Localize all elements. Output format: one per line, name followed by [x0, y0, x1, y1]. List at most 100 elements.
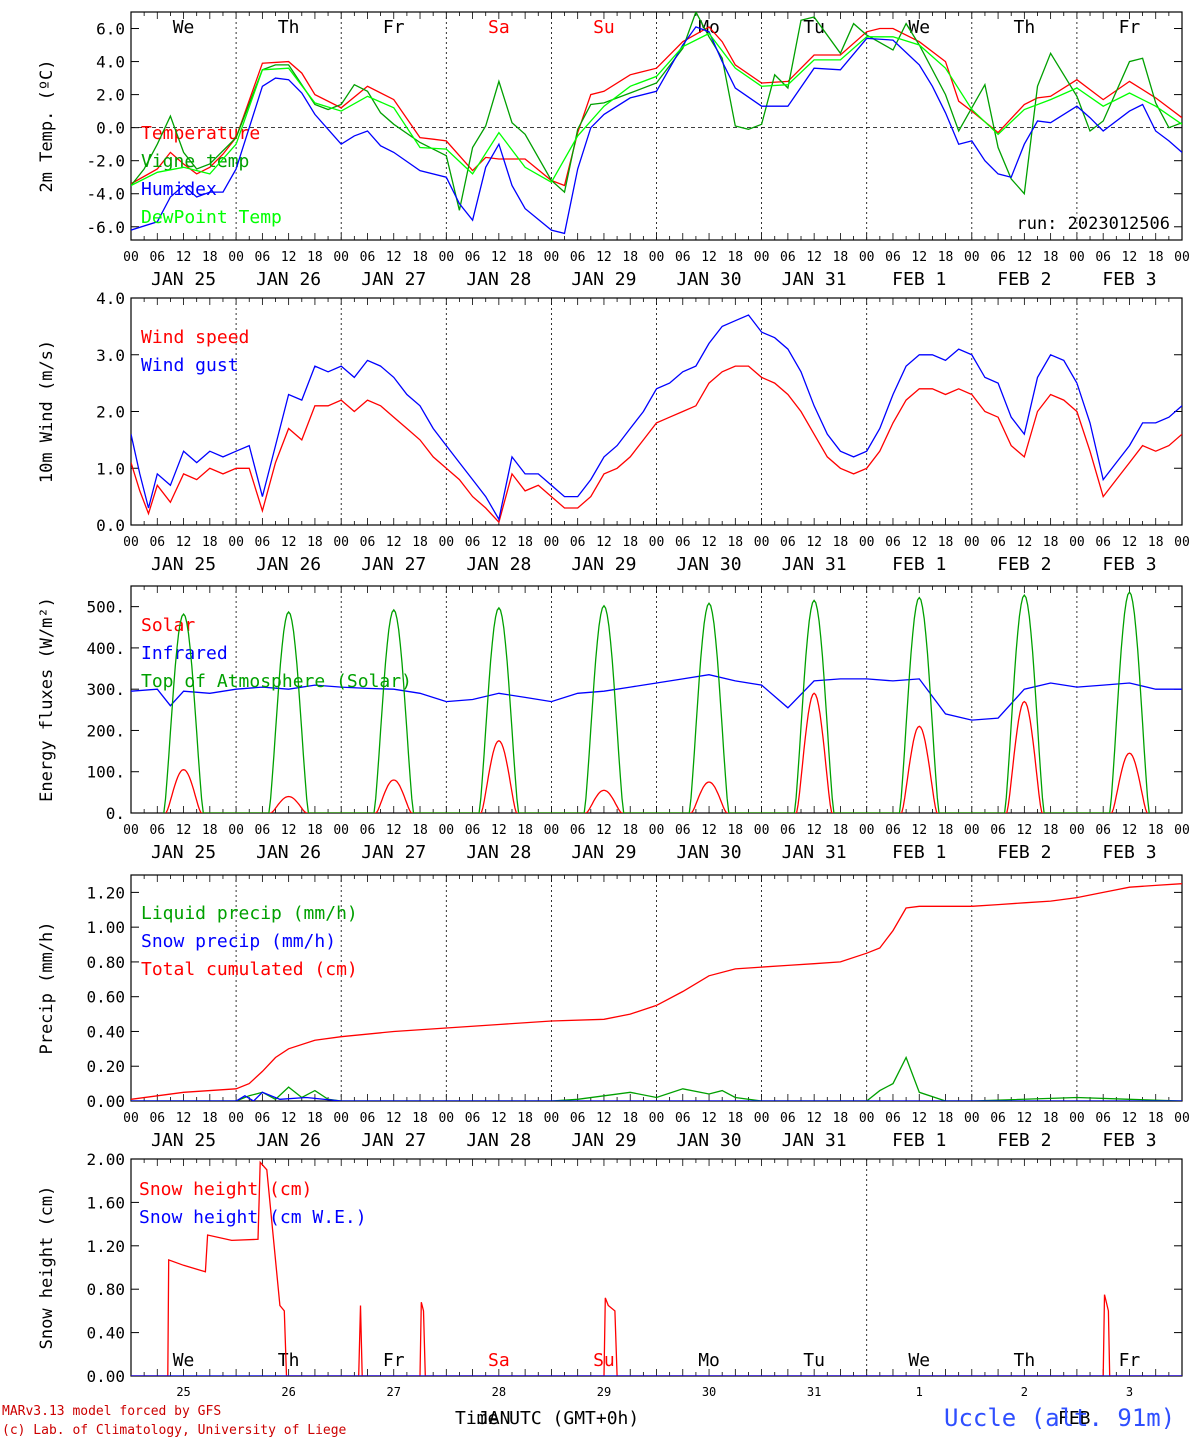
day-number-label: 27: [387, 1385, 401, 1399]
hour-label: 12: [281, 823, 297, 838]
hour-label: 00: [544, 250, 560, 265]
hour-label: 00: [1174, 823, 1190, 838]
hour-label: 12: [806, 823, 822, 838]
hour-label: 12: [701, 250, 717, 265]
hour-label: 00: [1069, 250, 1085, 265]
hour-label: 00: [438, 823, 454, 838]
date-label: JAN 27: [361, 269, 426, 290]
hour-label: 18: [938, 250, 954, 265]
date-label: JAN 29: [571, 269, 636, 290]
hour-label: 06: [255, 1111, 271, 1126]
y-tick-label: 6.0: [96, 20, 125, 39]
y-tick-label: 2.00: [86, 1150, 125, 1169]
series-line-blue: [131, 314, 1182, 522]
weekday-label: Fr: [1119, 1350, 1141, 1371]
legend-entry: Solar: [141, 615, 195, 636]
date-label: JAN 30: [677, 269, 742, 290]
series-line-green: [163, 591, 1150, 813]
date-label: JAN 25: [151, 1130, 216, 1151]
y-tick-label: 0.60: [86, 988, 125, 1007]
date-label: JAN 31: [782, 269, 847, 290]
day-number-label: 25: [176, 1385, 190, 1399]
hour-label: 18: [727, 823, 743, 838]
hour-label: 00: [1069, 535, 1085, 550]
date-label: JAN 28: [466, 842, 531, 863]
y-tick-label: -2.0: [86, 152, 125, 171]
hour-label: 06: [465, 535, 481, 550]
legend-entry: Snow height (cm): [139, 1179, 312, 1200]
hour-label: 12: [701, 1111, 717, 1126]
hour-label: 12: [491, 535, 507, 550]
hour-label: 00: [438, 535, 454, 550]
hour-label: 00: [964, 535, 980, 550]
hour-label: 12: [911, 250, 927, 265]
hour-label: 06: [1095, 250, 1111, 265]
hour-label: 18: [307, 1111, 323, 1126]
y-tick-label: 2.0: [96, 86, 125, 105]
hour-label: 12: [701, 535, 717, 550]
legend-entry: Wind gust: [141, 355, 239, 376]
hour-label: 06: [780, 250, 796, 265]
series-line-blue: [131, 26, 1182, 235]
hour-label: 18: [622, 823, 638, 838]
hour-label: 00: [333, 823, 349, 838]
hour-label: 18: [1043, 1111, 1059, 1126]
hour-label: 12: [1122, 250, 1138, 265]
model-credit-line1: MARv3.13 model forced by GFS: [2, 1404, 221, 1419]
y-tick-label: 0.00: [86, 1367, 125, 1386]
date-label: JAN 31: [782, 554, 847, 575]
date-label: JAN 29: [571, 1130, 636, 1151]
hour-label: 06: [149, 535, 165, 550]
hour-label: 06: [255, 535, 271, 550]
hour-label: 06: [465, 823, 481, 838]
panel-frame: [130, 585, 1183, 814]
hour-label: 00: [754, 250, 770, 265]
hour-label: 06: [255, 823, 271, 838]
hour-label: 12: [491, 823, 507, 838]
y-tick-label: 2.0: [96, 403, 125, 422]
hour-label: 12: [806, 535, 822, 550]
y-tick-label: 0.0: [96, 119, 125, 138]
y-tick-label: -4.0: [86, 185, 125, 204]
weekday-label: Su: [593, 17, 615, 38]
hour-label: 00: [544, 823, 560, 838]
run-annotation: run: 2023012506: [1016, 214, 1170, 234]
hour-label: 18: [833, 1111, 849, 1126]
series-line-green: [131, 12, 1182, 211]
hour-label: 00: [649, 250, 665, 265]
hour-label: 18: [202, 1111, 218, 1126]
y-tick-label: 1.60: [86, 1193, 125, 1212]
hour-label: 00: [333, 250, 349, 265]
hour-label: 12: [911, 1111, 927, 1126]
hour-label: 00: [964, 1111, 980, 1126]
hour-label: 06: [990, 250, 1006, 265]
time-axis-overlap-feb: FEB: [1058, 1408, 1091, 1429]
series-line-red: [131, 365, 1182, 524]
hour-label: 18: [1148, 250, 1164, 265]
hour-label: 00: [859, 1111, 875, 1126]
hour-label: 18: [938, 823, 954, 838]
hour-label: 00: [544, 1111, 560, 1126]
hour-label: 18: [1043, 250, 1059, 265]
hour-label: 00: [964, 823, 980, 838]
hour-label: 12: [176, 823, 192, 838]
hour-label: 06: [780, 1111, 796, 1126]
y-tick-label: 4.0: [96, 289, 125, 308]
series-line-blue: [131, 1091, 1182, 1101]
y-tick-label: 4.0: [96, 53, 125, 72]
y-axis-label: 2m Temp. (ºC): [37, 59, 57, 192]
hour-label: 12: [386, 250, 402, 265]
hour-label: 06: [360, 1111, 376, 1126]
hour-label: 18: [517, 823, 533, 838]
hour-label: 18: [833, 535, 849, 550]
legend-entry: Temperature: [141, 123, 260, 144]
weekday-label: We: [173, 17, 195, 38]
date-label: JAN 25: [151, 269, 216, 290]
hour-label: 18: [517, 1111, 533, 1126]
hour-label: 00: [228, 250, 244, 265]
time-axis-label: Time UTC (GMT+0h): [455, 1408, 639, 1429]
y-tick-label: -6.0: [86, 218, 125, 237]
hour-label: 12: [176, 1111, 192, 1126]
hour-label: 12: [701, 823, 717, 838]
day-number-label: 2: [1021, 1385, 1028, 1399]
